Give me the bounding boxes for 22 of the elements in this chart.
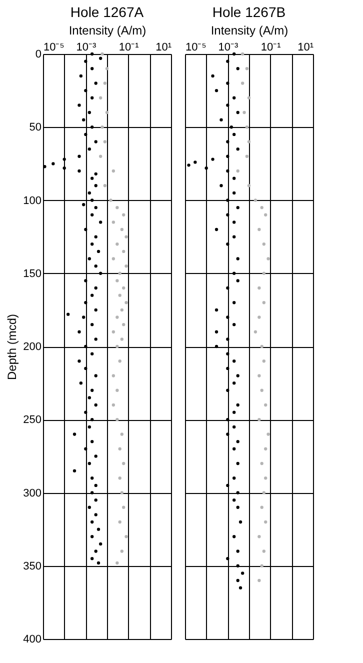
y-tick-label: 300: [23, 487, 42, 500]
y-tick-label: 250: [23, 414, 42, 426]
y-tick-label: 150: [23, 268, 42, 280]
x-tick-label: 10⁻¹: [118, 42, 140, 54]
x-tick-label: 10⁻⁵: [186, 42, 206, 54]
x-axis-title: Intensity (A/m): [68, 24, 146, 38]
x-tick-label: 10⁻⁵: [44, 42, 64, 54]
y-tick-label: 100: [23, 194, 42, 207]
y-tick-label: 350: [23, 560, 42, 572]
y-axis-title: Depth (mcd): [5, 314, 20, 380]
y-tick-label: 50: [29, 122, 42, 134]
x-tick-label: 10⁻¹: [260, 42, 282, 54]
y-tick-label: 0: [35, 48, 42, 60]
y-tick-label: 400: [23, 634, 42, 646]
x-axis-title: Intensity (A/m): [210, 24, 288, 38]
x-tick-label: 10⁻³: [218, 42, 238, 54]
y-tick-label: 200: [23, 341, 42, 353]
chart-title: Hole 1267B: [212, 4, 286, 20]
x-tick-label: 10⁻³: [76, 42, 96, 54]
chart-title: Hole 1267A: [70, 4, 144, 20]
x-tick-label: 10¹: [298, 42, 314, 54]
x-tick-label: 10¹: [156, 42, 172, 54]
